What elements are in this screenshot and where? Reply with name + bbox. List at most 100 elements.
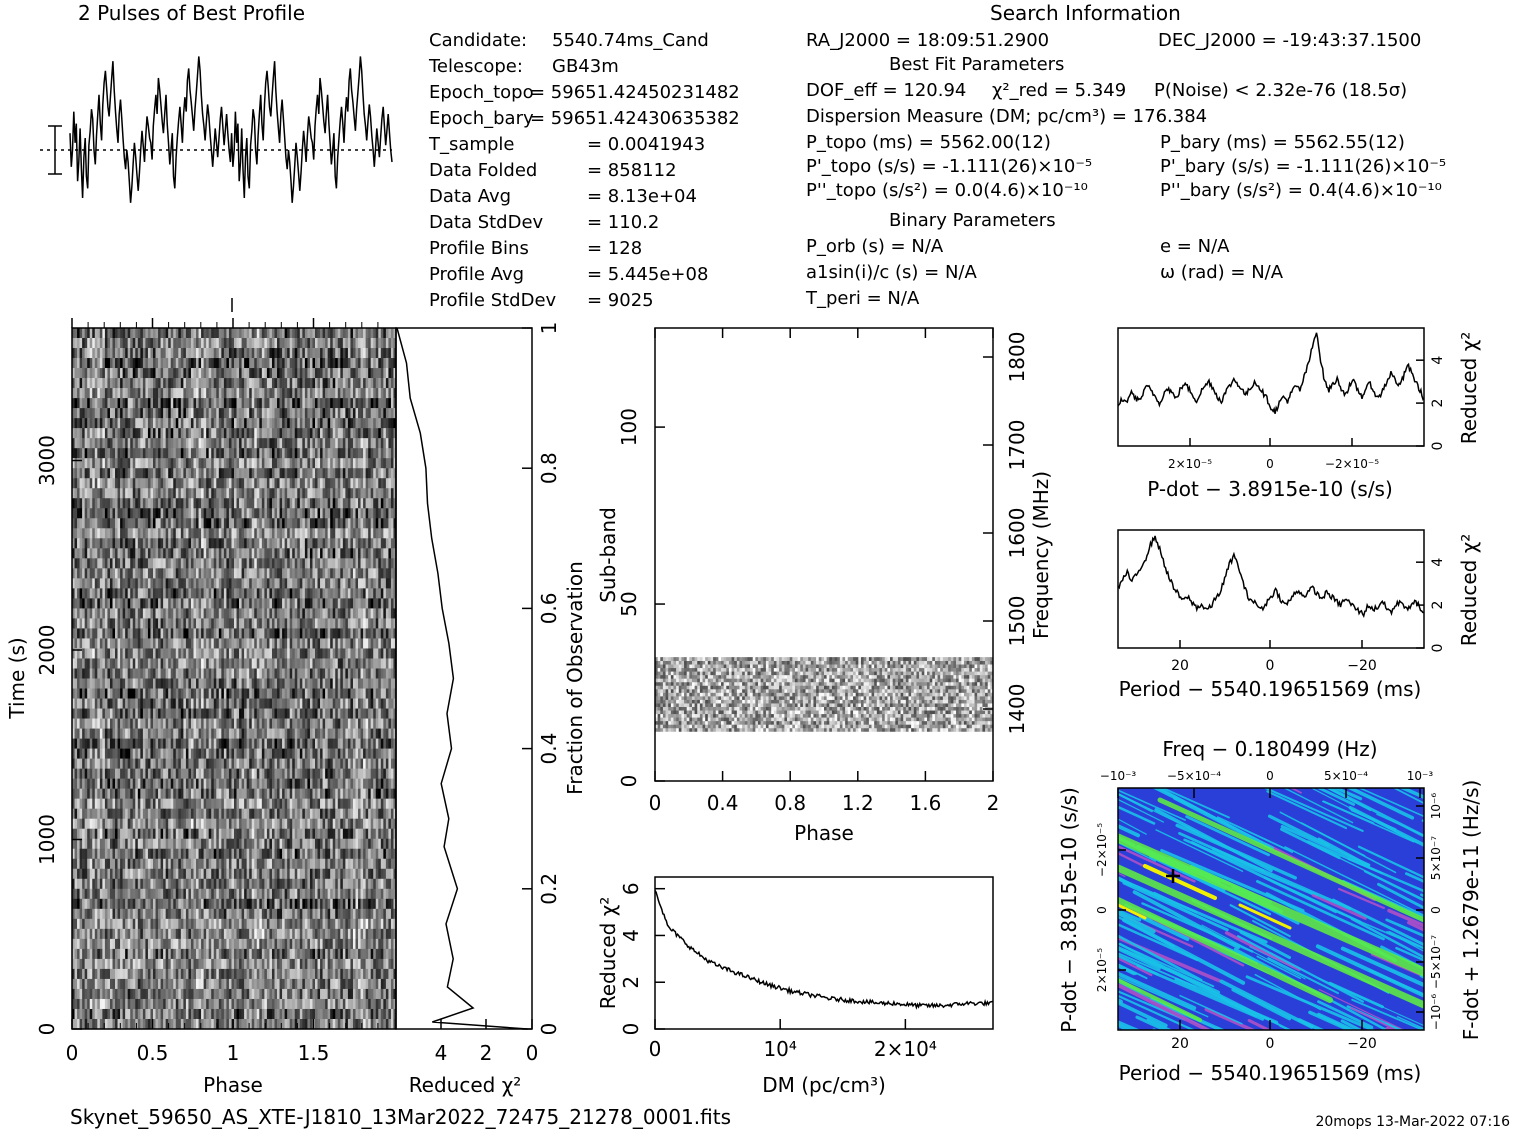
info-value: 5540.74ms_Cand: [552, 30, 709, 51]
fraction-tick: 0.2: [537, 873, 561, 905]
pp-righttick: −10⁻⁶: [1429, 994, 1443, 1031]
pp-lefttick: 2×10⁻⁵: [1095, 948, 1109, 992]
info-value: = 59651.42430635382: [530, 108, 740, 129]
pp-toptick: 5×10⁻⁴: [1324, 769, 1368, 783]
info-value: = 8.13e+04: [587, 186, 697, 207]
pdot-ylabel: Reduced χ²: [1457, 332, 1481, 445]
subband-ytick: 0: [617, 775, 641, 788]
subband-xlabel: Phase: [794, 821, 854, 845]
frequency-label: Frequency (MHz): [1029, 471, 1053, 639]
dm-xtick: 0: [649, 1037, 662, 1061]
dm-ytick: 4: [619, 929, 643, 942]
subband-xtick: 0: [649, 791, 662, 815]
info-label: Candidate:: [429, 30, 527, 51]
subband-xtick: 0.4: [707, 791, 739, 815]
omega-text: ω (rad) = N/A: [1160, 262, 1284, 283]
subband-ytick: 100: [617, 408, 641, 446]
info-label: Profile Bins: [429, 238, 529, 259]
a1-text: a1sin(i)/c (s) = N/A: [806, 262, 977, 283]
pdot_chi2-ytick: 4: [1430, 356, 1446, 365]
info-value: = 5.445e+08: [587, 264, 708, 285]
period-xlabel: Period − 5540.19651569 (ms): [1119, 677, 1422, 701]
time-phase-ytick: 3000: [35, 435, 59, 486]
period_chi2-xtick: 0: [1266, 658, 1275, 674]
freq-label: Freq − 0.180499 (Hz): [1162, 737, 1377, 761]
pdot-chi2-frame: [1118, 328, 1424, 446]
time-phase-heatmap: [72, 328, 396, 1029]
pdot_chi2-ytick: 0: [1430, 442, 1446, 451]
info-label: Data StdDev: [429, 212, 544, 233]
profile-title: 2 Pulses of Best Profile: [78, 1, 305, 25]
period_chi2-ytick: 4: [1430, 558, 1446, 567]
period-ylabel: Reduced χ²: [1457, 534, 1481, 647]
pdot_chi2-xtick: 2×10⁻⁵: [1168, 457, 1212, 471]
info-label: T_sample: [428, 134, 514, 155]
chi2-text: χ²_red = 5.349: [992, 80, 1126, 101]
time-phase-xtick: 1.5: [298, 1041, 330, 1065]
info-label: Telescope:: [428, 56, 523, 77]
period_chi2-ytick: 2: [1430, 601, 1446, 610]
frequency-tick: 1800: [1005, 332, 1029, 383]
pddbary-text: P''_bary (s/s²) = 0.4(4.6)×10⁻¹⁰: [1160, 180, 1442, 201]
ptopo-text: P_topo (ms) = 5562.00(12): [806, 132, 1051, 153]
pnoise-text: P(Noise) < 2.32e-76 (18.5σ): [1154, 80, 1407, 101]
pdot_chi2-xtick: −2×10⁻⁵: [1325, 457, 1379, 471]
frequency-tick: 1600: [1005, 508, 1029, 559]
time-phase-xlabel: Phase: [203, 1073, 263, 1097]
time-phase-xtick: 0: [66, 1041, 79, 1065]
subband-heatmap: [655, 657, 993, 732]
dm-text: Dispersion Measure (DM; pc/cm³) = 176.38…: [806, 106, 1207, 127]
info-value: = 0.0041943: [587, 134, 705, 155]
fraction-tick: 0: [537, 1023, 561, 1036]
tperi-text: T_peri = N/A: [805, 288, 920, 309]
info-value: = 9025: [587, 290, 654, 311]
subband-xtick: 1.2: [842, 791, 874, 815]
time-chi2-xtick: 0: [526, 1041, 539, 1065]
pp-xlabel: Period − 5540.19651569 (ms): [1119, 1061, 1422, 1085]
pp-toptick: 10⁻³: [1407, 769, 1434, 783]
pp-lefttick: −2×10⁻⁵: [1095, 823, 1109, 877]
info-label: Profile StdDev: [429, 290, 557, 311]
pp-ylabel: P-dot − 3.8915e-10 (s/s): [1057, 787, 1081, 1033]
dm-ylabel: Reduced χ²: [596, 897, 620, 1010]
ecc-text: e = N/A: [1160, 236, 1230, 257]
porb-text: P_orb (s) = N/A: [806, 236, 944, 257]
time-chi2-xtick: 2: [480, 1041, 493, 1065]
time-phase-xtick: 1: [227, 1041, 240, 1065]
info-left-column: Candidate:5540.74ms_CandTelescope:GB43mE…: [428, 30, 740, 311]
pdbary-text: P'_bary (s/s) = -1.111(26)×10⁻⁵: [1160, 156, 1446, 177]
subband-ylabel: Sub-band: [596, 507, 620, 603]
footer-filename: Skynet_59650_AS_XTE-J1810_13Mar2022_7247…: [70, 1105, 731, 1129]
footer-stamp: 20mops 13-Mar-2022 07:16: [1315, 1114, 1510, 1130]
pp-righttick: −5×10⁻⁷: [1429, 935, 1443, 989]
ra-text: RA_J2000 = 18:09:51.2900: [806, 30, 1049, 51]
profile-line: [70, 56, 392, 202]
time-chi2-frame: [396, 328, 532, 1029]
info-value: = 858112: [587, 160, 677, 181]
fraction-tick: 0.4: [537, 733, 561, 765]
time-phase-ytick: 1000: [35, 814, 59, 865]
pp-xtick: 20: [1171, 1036, 1189, 1052]
period_chi2-xtick: 20: [1171, 658, 1189, 674]
search-info-title: Search Information: [990, 1, 1181, 25]
dm-xtick: 2×10⁴: [874, 1037, 937, 1061]
time-phase-ylabel: Time (s): [5, 637, 29, 719]
time-chi2-line: [397, 328, 528, 1029]
fraction-tick: 0.6: [537, 592, 561, 624]
pp-xtick: −20: [1347, 1036, 1377, 1052]
info-value: = 128: [587, 238, 642, 259]
profile-errorbar: [48, 126, 62, 174]
pp-toptick: 0: [1266, 769, 1274, 783]
dm-xtick: 10⁴: [763, 1037, 796, 1061]
subband-ytick: 50: [617, 591, 641, 616]
subband-xtick: 1.6: [909, 791, 941, 815]
pp-lefttick: 0: [1095, 906, 1109, 914]
pdtopo-text: P'_topo (s/s) = -1.111(26)×10⁻⁵: [806, 156, 1092, 177]
pp-right-label: F-dot + 1.2679e-11 (Hz/s): [1459, 780, 1483, 1041]
info-value: GB43m: [552, 56, 619, 77]
